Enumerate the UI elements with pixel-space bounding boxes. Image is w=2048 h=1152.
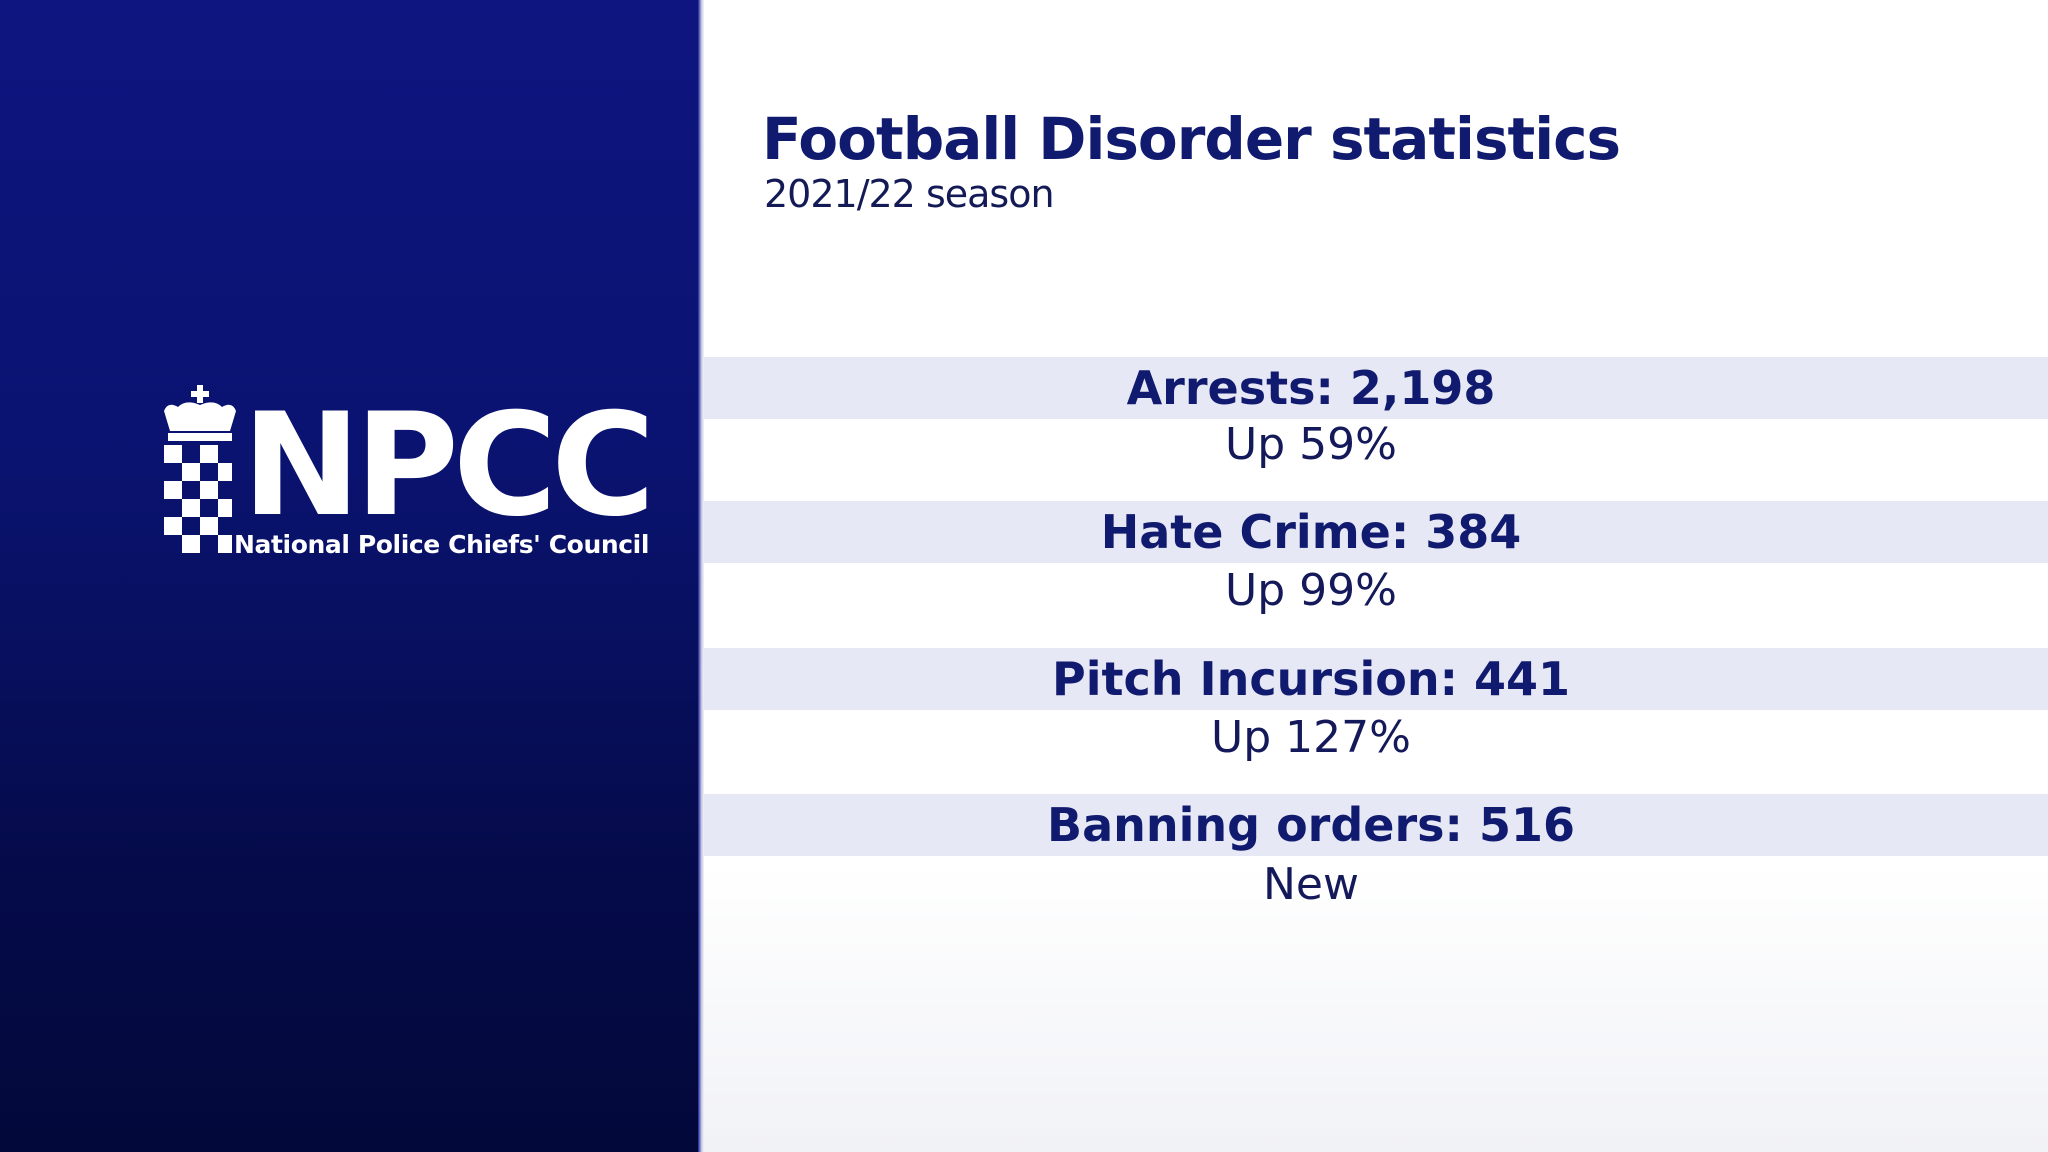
stat-arrests-change: Up 59% xyxy=(1225,419,1397,470)
npcc-logo xyxy=(160,385,660,565)
right-content-panel xyxy=(704,0,2048,1152)
stat-banning-orders-change: New xyxy=(1263,859,1359,910)
page-title: Football Disorder statistics xyxy=(762,105,1621,173)
stats-list: Arrests: 2,198 Up 59% Hate Crime: 384 Up… xyxy=(704,0,2048,1152)
stat-pitch-incursion-change: Up 127% xyxy=(1211,712,1411,763)
stat-pitch-incursion-label: Pitch Incursion: 441 xyxy=(1052,652,1570,706)
crown-icon xyxy=(164,385,236,441)
stat-banning-orders-label: Banning orders: 516 xyxy=(1047,798,1575,852)
stat-hate-crime-label: Hate Crime: 384 xyxy=(1100,505,1522,559)
chequer-icon xyxy=(164,445,232,553)
npcc-wordmark: NPCC xyxy=(242,383,655,548)
npcc-org-name: National Police Chiefs' Council xyxy=(234,530,650,559)
stat-arrests-label: Arrests: 2,198 xyxy=(1126,361,1496,415)
panel-divider xyxy=(698,0,704,1152)
stat-hate-crime-change: Up 99% xyxy=(1225,565,1397,616)
stat-band xyxy=(704,501,2048,563)
left-brand-panel: NPCC National Police Chiefs' Council xyxy=(0,0,700,1152)
stat-band xyxy=(704,648,2048,710)
stat-band xyxy=(704,794,2048,856)
page-subtitle: 2021/22 season xyxy=(764,172,1055,216)
stat-band xyxy=(704,357,2048,419)
